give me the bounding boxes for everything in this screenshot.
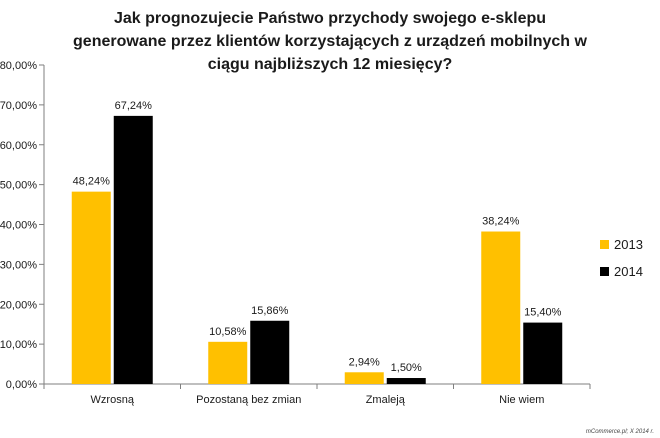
category-label: Zmaleją — [366, 394, 406, 406]
y-tick-label: 60,00% — [0, 140, 37, 152]
legend-swatch-2013 — [600, 240, 609, 249]
x-axis: Wzrosną Pozostaną bez zmian Zmaleją Nie wie… — [43, 383, 591, 406]
y-tick-label: 80,00% — [0, 60, 37, 72]
bars: 48,24% 67,24% 10,58% 15,86% 2,94% 1,50% 38,24%… — [71, 100, 563, 385]
data-label: 1,50% — [391, 362, 422, 374]
bar-2014 — [386, 378, 426, 384]
y-tick-label: 40,00% — [0, 220, 37, 232]
chart-title-line-3: ciągu najbliższych 12 miesięcy? — [208, 56, 453, 73]
bar-2013 — [208, 341, 248, 384]
chart-title: Jak prognozujecie Państwo przychody swoj… — [73, 10, 587, 73]
legend: 2013 2014 — [600, 237, 643, 279]
data-label: 10,58% — [209, 326, 247, 338]
bar-2013 — [71, 191, 111, 384]
data-label: 38,24% — [482, 216, 520, 228]
y-tick-label: 10,00% — [0, 339, 37, 351]
category-label: Pozostaną bez zmian — [196, 394, 301, 406]
data-label: 48,24% — [73, 176, 111, 188]
legend-label-2014: 2014 — [614, 264, 643, 279]
bar-2013 — [481, 231, 521, 384]
y-tick-label: 30,00% — [0, 259, 37, 271]
category-label: Wzrosną — [91, 394, 135, 406]
y-tick-label: 50,00% — [0, 180, 37, 192]
legend-label-2013: 2013 — [614, 237, 643, 252]
data-label: 2,94% — [349, 356, 380, 368]
bar-2014 — [250, 320, 290, 384]
y-axis: 0,00% 10,00% 20,00% 30,00% 40,00% 50,00% 60,00… — [0, 60, 45, 391]
y-tick-label: 0,00% — [6, 379, 37, 391]
source-credit: mCommerce.pl; X 2014 r. — [586, 429, 654, 435]
chart-title-line-2: generowane przez klientów korzystających… — [73, 33, 587, 50]
data-label: 15,40% — [524, 307, 562, 319]
y-tick-label: 20,00% — [0, 299, 37, 311]
chart-title-line-1: Jak prognozujecie Państwo przychody swoj… — [114, 10, 546, 27]
bar-2014 — [113, 115, 153, 385]
bar-2013 — [344, 372, 384, 384]
category-label: Nie wiem — [499, 394, 544, 406]
data-label: 15,86% — [251, 305, 289, 317]
y-tick-label: 70,00% — [0, 100, 37, 112]
legend-swatch-2014 — [600, 267, 609, 276]
bar-2014 — [523, 322, 563, 384]
data-label: 67,24% — [115, 100, 153, 112]
